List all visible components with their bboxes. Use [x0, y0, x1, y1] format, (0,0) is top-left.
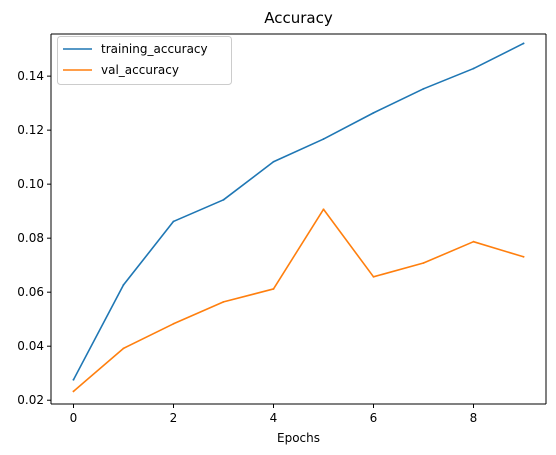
series-group	[72, 42, 525, 393]
x-tick-label: 2	[170, 411, 178, 425]
data-point	[222, 198, 225, 201]
data-point	[522, 255, 525, 258]
y-tick-label: 0.08	[17, 231, 44, 245]
data-point	[172, 322, 175, 325]
x-tick-label: 4	[270, 411, 278, 425]
data-point	[372, 275, 375, 278]
series-line-training-accuracy	[72, 42, 525, 381]
y-tick-label: 0.02	[17, 393, 44, 407]
y-tick-label: 0.10	[17, 177, 44, 191]
data-point	[372, 111, 375, 114]
x-tick-label: 0	[70, 411, 78, 425]
y-tick-label: 0.06	[17, 285, 44, 299]
data-point	[172, 220, 175, 223]
data-point	[472, 240, 475, 243]
data-point	[122, 347, 125, 350]
data-point	[322, 208, 325, 211]
y-tick-label: 0.12	[17, 123, 44, 137]
x-tick-label: 6	[370, 411, 378, 425]
axes-frame	[50, 33, 547, 405]
legend-box	[57, 36, 232, 85]
x-ticks: 0 2 4 6 8	[70, 404, 478, 425]
data-point	[322, 138, 325, 140]
data-point	[122, 284, 125, 286]
data-point	[272, 288, 275, 290]
legend: training_accuracy val_accuracy	[57, 36, 232, 85]
data-point	[422, 262, 425, 264]
y-tick-label: 0.14	[17, 69, 44, 83]
x-axis-label: Epochs	[277, 431, 320, 445]
data-point	[522, 42, 525, 45]
data-point	[422, 87, 425, 90]
data-point	[72, 390, 75, 393]
y-ticks: 0.02 0.04 0.06 0.08 0.10 0.12 0.14	[17, 69, 51, 407]
data-point	[222, 301, 225, 303]
data-point	[72, 378, 75, 381]
data-point	[472, 67, 475, 70]
data-point	[272, 160, 275, 163]
x-tick-label: 8	[470, 411, 478, 425]
y-tick-label: 0.04	[17, 339, 44, 353]
chart-title: Accuracy	[264, 9, 333, 27]
legend-label-training-accuracy: training_accuracy	[101, 42, 208, 56]
series-line-val-accuracy	[72, 208, 525, 393]
legend-label-val-accuracy: val_accuracy	[101, 63, 179, 77]
